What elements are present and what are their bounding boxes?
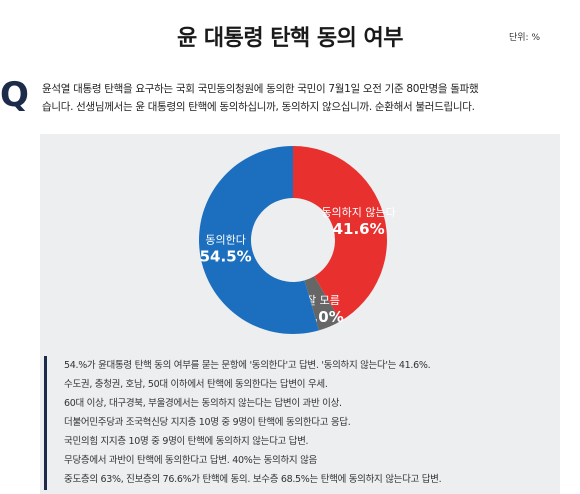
slice-value: 41.6% [333,220,385,238]
summary-line: 수도권, 충청권, 호남, 50대 이하에서 탄핵에 동의한다는 답변이 우세. [64,379,328,390]
page-title: 윤 대통령 탄핵 동의 여부 [176,26,404,51]
summary-line: 중도층의 63%, 진보층의 76.6%가 탄핵에 동의. 보수층 68.5%는… [64,474,442,485]
summary-text: 54.%가 윤대통령 탄핵 동의 여부를 묻는 문항에 '동의한다'고 답변. … [64,356,554,489]
donut-slice [304,276,341,331]
summary-line: 무당층에서 과반이 탄핵에 동의한다고 답변. 40%는 동의하지 않음 [64,455,317,466]
summary-line: 국민의힘 지지층 10명 중 9명이 탄핵에 동의하지 않는다고 답변. [64,436,309,447]
slice-label: 동의하지 않는다 [321,205,395,219]
summary-line: 더불어민주당과 조국혁신당 지지층 10명 중 9명이 탄핵에 동의한다고 응답… [64,417,351,428]
donut-slice [198,146,319,334]
slice-label: 잘 모름 [306,294,340,307]
donut-slice [293,146,387,322]
summary-accent-bar [44,356,47,490]
question-mark: Q [0,75,29,115]
unit-label: 단위: % [508,33,540,43]
question-line: 습니다. 선생님께서는 윤 대통령의 탄핵에 동의하십니까, 동의하지 않으십니… [42,101,475,113]
summary-line: 60대 이상, 대구경북, 부울경에서는 동의하지 않는다는 답변이 과반 이상… [64,398,342,409]
slice-value: 54.5% [200,247,252,265]
question-line: 윤석열 대통령 탄핵을 요구하는 국회 국민동의청원에 동의한 국민이 7월1일… [42,83,479,95]
summary-line: 54.%가 윤대통령 탄핵 동의 여부를 묻는 문항에 '동의한다'고 답변. … [64,360,431,371]
question-text: 윤석열 대통령 탄핵을 요구하는 국회 국민동의청원에 동의한 국민이 7월1일… [42,80,552,116]
slice-label: 동의한다 [205,233,245,246]
chart-panel: 동의하지 않는다 41.6% 잘 모름 4.0% 동의한다 54.5% [40,134,560,494]
